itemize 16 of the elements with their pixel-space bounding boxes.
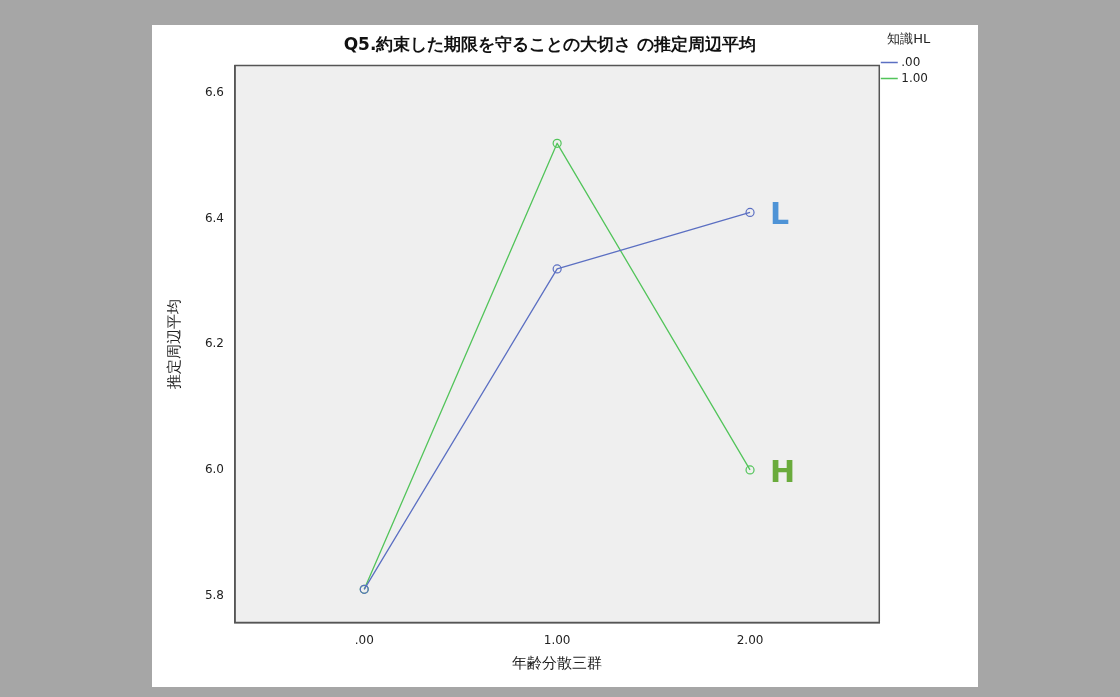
y-tick-label: 6.4 [204,210,224,225]
x-axis-title: 年齢分散三群 [512,653,603,672]
y-tick-label: 6.0 [204,462,224,477]
chart-title: Q5.約束した期限を守ることの大切さ の推定周辺平均 [343,33,757,54]
y-tick-label: 6.2 [204,336,224,351]
x-tick-label: 1.00 [543,632,571,647]
x-tick-label: 2.00 [736,632,764,647]
y-tick-label: 6.6 [204,85,224,100]
annotation: H [770,453,796,489]
legend-label: .00 [901,54,921,69]
y-tick-label: 5.8 [204,587,224,602]
x-tick-label: .00 [354,632,374,647]
annotation: L [770,196,790,232]
y-axis-title: 推定周辺平均 [164,299,183,389]
legend-label: 1.00 [901,70,928,85]
legend-title: 知識HL [887,30,931,46]
